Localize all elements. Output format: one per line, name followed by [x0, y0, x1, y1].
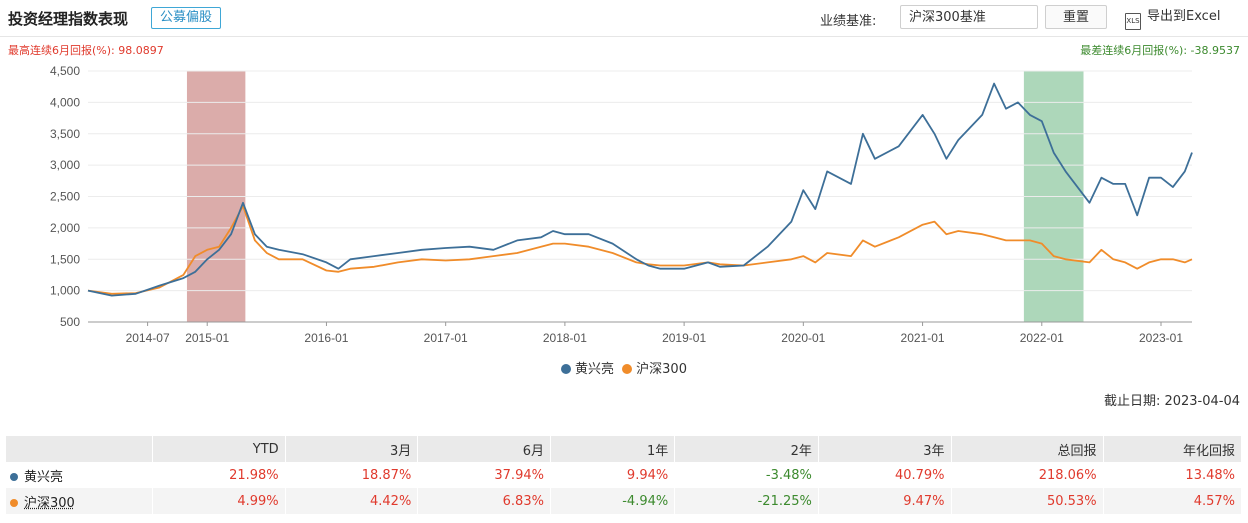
reset-button[interactable]: 重置	[1045, 5, 1107, 29]
x-tick-label: 2015-01	[185, 331, 229, 345]
col-header-2y: 2年	[674, 436, 819, 462]
y-tick-label: 4,500	[50, 64, 80, 78]
x-tick-label: 2014-07	[126, 331, 170, 345]
max-6m-return: 最高连续6月回报(%): 98.0897	[8, 44, 164, 57]
cell-total: 50.53%	[951, 488, 1104, 514]
page-title: 投资经理指数表现	[8, 10, 129, 28]
row-name-manager-label: 黄兴亮	[24, 469, 64, 485]
legend-dot-manager	[561, 364, 571, 374]
cell-total: 218.06%	[951, 462, 1104, 488]
y-tick-label: 1,000	[50, 284, 80, 298]
legend-label-manager: 黄兴亮	[575, 362, 615, 377]
y-tick-label: 1,500	[50, 252, 80, 266]
cell-3m: 18.87%	[285, 462, 419, 488]
cell-2y: -3.48%	[674, 462, 819, 488]
cell-6m: 37.94%	[417, 462, 551, 488]
row-name-benchmark-label[interactable]: 沪深300	[24, 495, 75, 511]
performance-chart[interactable]: 4,500 4,000 3,500 3,000 2,500 2,000 1,500 1,000…	[0, 56, 1248, 346]
x-tick-label: 2017-01	[424, 331, 468, 345]
export-label: 导出到Excel	[1147, 9, 1221, 24]
x-tick-label: 2023-01	[1139, 331, 1183, 345]
cell-annualized: 4.57%	[1103, 488, 1243, 514]
table-header-row: YTD 3月 6月 1年 2年 3年 总回报 年化回报	[6, 436, 1243, 462]
x-tick-label: 2022-01	[1020, 331, 1064, 345]
col-header-ytd: YTD	[152, 436, 286, 462]
row-dot-manager	[10, 472, 18, 481]
table-row-manager: 黄兴亮 21.98% 18.87% 37.94% 9.94% -3.48% 40…	[6, 462, 1243, 488]
as-of-date: 截止日期: 2023-04-04	[1103, 394, 1240, 409]
benchmark-label: 业绩基准:	[820, 14, 877, 29]
benchmark-select[interactable]: 沪深300基准	[900, 5, 1038, 29]
legend-label-benchmark: 沪深300	[636, 362, 687, 377]
col-header-total: 总回报	[951, 436, 1104, 462]
cell-ytd: 4.99%	[152, 488, 286, 514]
col-header-annualized: 年化回报	[1103, 436, 1243, 462]
y-tick-label: 3,000	[50, 158, 80, 172]
col-header-3y: 3年	[818, 436, 952, 462]
x-tick-label: 2016-01	[304, 331, 348, 345]
y-tick-label: 2,500	[50, 190, 80, 204]
legend-item-benchmark[interactable]: 沪深300	[622, 358, 687, 377]
row-name-benchmark[interactable]: 沪深300	[6, 488, 153, 514]
col-header-name	[6, 436, 153, 462]
x-tick-label: 2021-01	[901, 331, 945, 345]
chart-legend: 黄兴亮 沪深300	[0, 358, 1248, 377]
y-tick-label: 500	[60, 315, 80, 329]
legend-item-manager[interactable]: 黄兴亮	[561, 358, 614, 377]
row-name-manager: 黄兴亮	[6, 462, 153, 488]
table-row-benchmark: 沪深300 4.99% 4.42% 6.83% -4.94% -21.25% 9…	[6, 488, 1243, 514]
y-tick-label: 4,000	[50, 95, 80, 109]
y-tick-label: 2,000	[50, 221, 80, 235]
y-tick-label: 3,500	[50, 127, 80, 141]
category-tag[interactable]: 公募偏股	[151, 7, 222, 29]
cell-1y: 9.94%	[550, 462, 676, 488]
x-tick-label: 2019-01	[662, 331, 706, 345]
cell-2y: -21.25%	[674, 488, 819, 514]
performance-table: YTD 3月 6月 1年 2年 3年 总回报 年化回报 黄兴亮 21.98% 1…	[6, 436, 1243, 514]
row-dot-benchmark	[10, 498, 18, 507]
col-header-3m: 3月	[285, 436, 419, 462]
cell-3y: 9.47%	[818, 488, 952, 514]
export-excel-button[interactable]: XLS 导出到Excel	[1125, 8, 1221, 30]
header-bar: 投资经理指数表现 公募偏股 业绩基准: 沪深300基准 重置 XLS 导出到Exc…	[0, 0, 1248, 37]
col-header-6m: 6月	[417, 436, 551, 462]
cell-annualized: 13.48%	[1103, 462, 1243, 488]
min-6m-return: 最差连续6月回报(%): -38.9537	[1080, 44, 1240, 57]
cell-3m: 4.42%	[285, 488, 419, 514]
cell-3y: 40.79%	[818, 462, 952, 488]
col-header-1y: 1年	[550, 436, 676, 462]
excel-icon: XLS	[1125, 13, 1141, 30]
manager-series-line	[87, 82, 1193, 297]
cell-1y: -4.94%	[550, 488, 676, 514]
cell-ytd: 21.98%	[152, 462, 286, 488]
x-tick-label: 2020-01	[781, 331, 825, 345]
legend-dot-benchmark	[622, 364, 633, 374]
cell-6m: 6.83%	[417, 488, 551, 514]
x-tick-label: 2018-01	[543, 331, 587, 345]
